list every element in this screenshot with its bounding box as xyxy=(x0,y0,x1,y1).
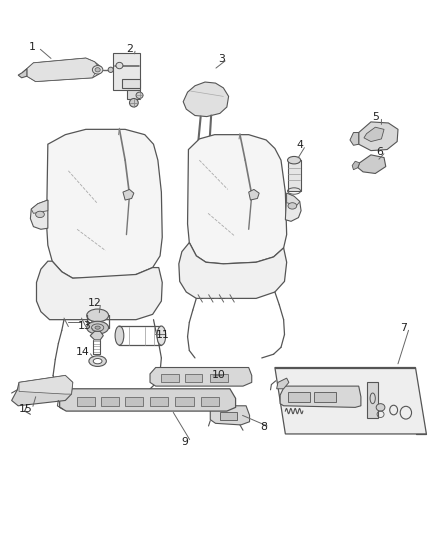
Ellipse shape xyxy=(116,62,123,69)
Polygon shape xyxy=(352,161,360,169)
Bar xyxy=(161,374,179,382)
Polygon shape xyxy=(179,243,287,298)
Bar xyxy=(150,397,168,406)
Polygon shape xyxy=(31,200,48,213)
Bar xyxy=(314,392,336,402)
Polygon shape xyxy=(22,58,101,82)
Ellipse shape xyxy=(89,356,106,367)
Bar xyxy=(210,374,228,382)
Polygon shape xyxy=(30,200,48,229)
Polygon shape xyxy=(12,375,73,406)
Polygon shape xyxy=(27,58,99,82)
Bar xyxy=(367,382,378,418)
Ellipse shape xyxy=(87,321,109,334)
Bar xyxy=(101,397,120,406)
Bar xyxy=(288,392,310,402)
Ellipse shape xyxy=(115,326,124,345)
Polygon shape xyxy=(46,130,162,278)
Bar xyxy=(175,397,194,406)
Bar xyxy=(220,412,237,419)
Polygon shape xyxy=(249,189,259,200)
Polygon shape xyxy=(210,406,250,425)
Text: 1: 1 xyxy=(29,43,35,52)
Text: 14: 14 xyxy=(76,346,90,357)
Bar xyxy=(125,397,144,406)
Polygon shape xyxy=(358,155,386,173)
Text: 13: 13 xyxy=(78,321,92,331)
Ellipse shape xyxy=(93,359,102,364)
Polygon shape xyxy=(187,135,287,264)
Text: 4: 4 xyxy=(297,140,303,150)
Ellipse shape xyxy=(108,67,113,72)
Ellipse shape xyxy=(92,66,103,74)
Polygon shape xyxy=(19,375,73,394)
Bar xyxy=(288,160,300,191)
Polygon shape xyxy=(60,389,236,411)
Polygon shape xyxy=(113,53,140,90)
Ellipse shape xyxy=(95,326,100,329)
Ellipse shape xyxy=(376,403,385,411)
Bar xyxy=(77,397,95,406)
Polygon shape xyxy=(183,82,229,117)
Ellipse shape xyxy=(157,326,166,345)
Text: 9: 9 xyxy=(181,437,188,447)
Text: 15: 15 xyxy=(19,404,33,414)
Ellipse shape xyxy=(288,157,300,164)
Bar xyxy=(201,397,219,406)
Ellipse shape xyxy=(136,92,143,99)
Polygon shape xyxy=(122,79,140,88)
Ellipse shape xyxy=(288,203,297,209)
Polygon shape xyxy=(287,193,300,205)
Ellipse shape xyxy=(35,211,44,217)
Text: 6: 6 xyxy=(376,147,383,157)
Polygon shape xyxy=(150,368,252,386)
Polygon shape xyxy=(18,69,27,78)
Text: 10: 10 xyxy=(212,370,226,381)
Polygon shape xyxy=(350,133,359,146)
Polygon shape xyxy=(286,193,301,221)
Ellipse shape xyxy=(95,68,100,72)
Polygon shape xyxy=(127,90,140,99)
Polygon shape xyxy=(280,386,361,407)
Ellipse shape xyxy=(130,99,138,107)
Text: 3: 3 xyxy=(218,54,225,64)
Bar xyxy=(185,374,202,382)
Polygon shape xyxy=(90,332,103,340)
Text: 5: 5 xyxy=(372,111,379,122)
Text: 12: 12 xyxy=(88,297,102,308)
Polygon shape xyxy=(359,122,398,151)
Ellipse shape xyxy=(87,309,109,322)
Text: 2: 2 xyxy=(126,44,133,53)
Text: 7: 7 xyxy=(400,322,407,333)
Polygon shape xyxy=(123,189,134,200)
Text: 8: 8 xyxy=(260,422,267,432)
Polygon shape xyxy=(364,127,384,142)
Polygon shape xyxy=(36,261,162,320)
Polygon shape xyxy=(275,368,426,434)
Polygon shape xyxy=(277,378,289,389)
Text: 11: 11 xyxy=(155,329,169,340)
